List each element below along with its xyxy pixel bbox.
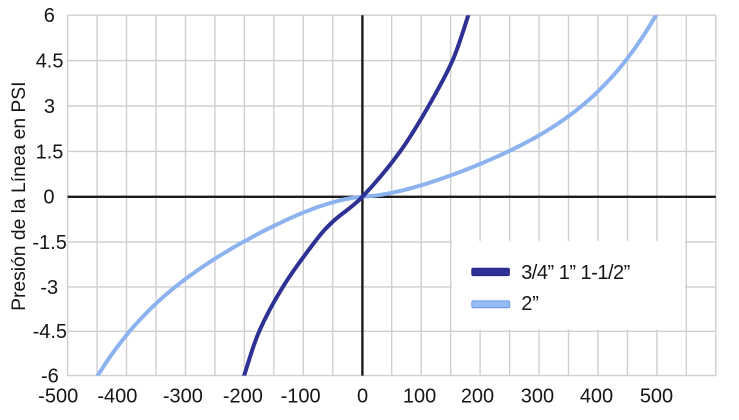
- svg-text:100: 100: [403, 385, 436, 407]
- svg-text:-300: -300: [163, 385, 203, 407]
- svg-text:-100: -100: [281, 385, 321, 407]
- svg-text:400: 400: [580, 385, 613, 407]
- svg-text:2”: 2”: [521, 293, 539, 315]
- svg-text:-500: -500: [38, 385, 78, 407]
- svg-text:0: 0: [357, 385, 368, 407]
- svg-text:3/4” 1” 1-1/2”: 3/4” 1” 1-1/2”: [521, 262, 630, 284]
- svg-text:3: 3: [44, 96, 55, 118]
- svg-text:1.5: 1.5: [36, 141, 64, 163]
- svg-text:-3: -3: [40, 277, 58, 299]
- svg-text:-1.5: -1.5: [32, 232, 66, 254]
- svg-text:-400: -400: [97, 385, 137, 407]
- svg-text:300: 300: [521, 385, 554, 407]
- svg-text:4.5: 4.5: [36, 51, 64, 73]
- svg-text:6: 6: [44, 5, 55, 27]
- svg-text:200: 200: [461, 385, 494, 407]
- svg-text:-200: -200: [223, 385, 263, 407]
- svg-text:-4.5: -4.5: [33, 321, 67, 343]
- svg-text:500: 500: [640, 385, 673, 407]
- svg-text:Presión de la Línea en PSI: Presión de la Línea en PSI: [9, 82, 30, 311]
- svg-text:-6: -6: [41, 366, 59, 388]
- svg-text:0: 0: [43, 187, 54, 209]
